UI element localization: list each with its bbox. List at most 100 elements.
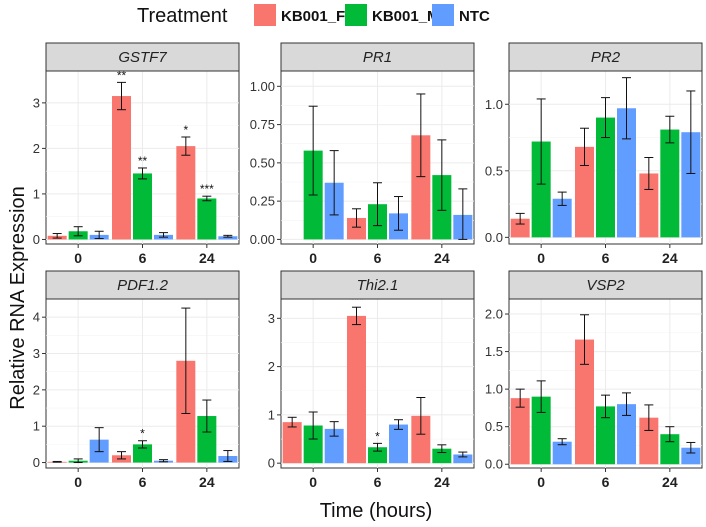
bar-ntc-0h bbox=[552, 198, 572, 238]
bar-kb001-m-0h bbox=[303, 425, 323, 464]
x-tick-label: 6 bbox=[374, 474, 382, 490]
bar-kb001-f-24h bbox=[411, 415, 431, 464]
panel-vsp2: 0.0 0.5 1.0 1.5 2.0 0 6 24 VSP2 bbox=[485, 270, 703, 490]
y-tick-label: 2 bbox=[33, 141, 40, 156]
panel-title: VSP2 bbox=[586, 277, 625, 294]
y-tick-label: 4 bbox=[33, 310, 40, 325]
y-tick-label: 3 bbox=[268, 311, 275, 326]
bar-kb001-m-0h bbox=[531, 141, 551, 238]
bar-kb001-m-24h bbox=[660, 129, 680, 238]
y-tick-label: 1.0 bbox=[485, 382, 503, 397]
x-tick-label: 0 bbox=[309, 250, 317, 266]
panel-title: PDF1.2 bbox=[117, 277, 169, 294]
panel-title: PR1 bbox=[363, 49, 392, 66]
x-tick-label: 6 bbox=[139, 250, 147, 266]
bar-kb001-f-6h bbox=[347, 217, 366, 240]
x-tick-label: 0 bbox=[74, 474, 82, 490]
x-tick-label: 24 bbox=[434, 250, 450, 266]
y-tick-label: 0.5 bbox=[485, 163, 503, 178]
x-tick-label: 24 bbox=[199, 474, 215, 490]
y-tick-label: 0.25 bbox=[250, 194, 275, 209]
y-tick-label: 2.0 bbox=[485, 307, 503, 322]
y-tick-label: 1.5 bbox=[485, 344, 503, 359]
x-tick-label: 0 bbox=[537, 250, 545, 266]
legend-title: Treatment bbox=[137, 5, 228, 27]
bar-ntc-24h bbox=[681, 447, 701, 465]
bar-kb001-f-24h bbox=[411, 135, 431, 240]
bar-kb001-f-24h bbox=[639, 173, 659, 238]
bar-ntc-0h bbox=[324, 428, 344, 464]
bar-kb001-f-6h bbox=[575, 339, 594, 465]
panel-title: GSTF7 bbox=[118, 49, 167, 66]
x-tick-label: 6 bbox=[139, 474, 147, 490]
panel-pr1: 0.00 0.25 0.50 0.75 1.00 0 6 24 PR1 bbox=[250, 42, 475, 266]
panel-strip bbox=[280, 270, 475, 300]
y-tick-label: 3 bbox=[33, 346, 40, 361]
bar-ntc-6h bbox=[617, 404, 636, 465]
y-tick-label: 2 bbox=[268, 359, 275, 374]
legend-label-kb001-m: KB001_M bbox=[372, 8, 440, 25]
x-tick-label: 6 bbox=[602, 250, 610, 266]
y-tick-label: 1 bbox=[268, 407, 275, 422]
legend: Treatment KB001_F KB001_M NTC bbox=[137, 4, 490, 27]
bar-kb001-f-0h bbox=[510, 398, 530, 465]
panel-pdf1-2: * 0 1 2 3 4 0 6 24 PDF1.2 bbox=[33, 270, 240, 490]
x-tick-label: 24 bbox=[662, 250, 678, 266]
bar-kb001-f-6h bbox=[347, 315, 366, 464]
panel-pr2: 0.0 0.5 1.0 0 6 24 PR2 bbox=[485, 42, 703, 266]
bar-kb001-m-24h bbox=[197, 198, 217, 240]
x-axis-title: Time (hours) bbox=[320, 500, 433, 522]
bar-kb001-f-6h bbox=[575, 146, 594, 238]
y-tick-label: 0 bbox=[33, 455, 40, 470]
x-tick-label: 0 bbox=[74, 250, 82, 266]
y-tick-label: 0.0 bbox=[485, 457, 503, 472]
panel-strip bbox=[280, 42, 475, 72]
bar-ntc-24h bbox=[453, 454, 473, 464]
y-tick-label: 0.0 bbox=[485, 230, 503, 245]
y-tick-label: 1.0 bbox=[485, 97, 503, 112]
significance-label: ** bbox=[117, 68, 127, 82]
x-tick-label: 0 bbox=[309, 474, 317, 490]
bar-kb001-m-6h bbox=[133, 444, 152, 463]
y-tick-label: 1 bbox=[33, 186, 40, 201]
panel-strip bbox=[45, 42, 240, 72]
bar-kb001-m-6h bbox=[368, 447, 387, 464]
x-tick-label: 24 bbox=[434, 474, 450, 490]
y-tick-label: 1 bbox=[33, 419, 40, 434]
panel-title: Thi2.1 bbox=[357, 277, 399, 294]
y-tick-label: 3 bbox=[33, 95, 40, 110]
x-tick-label: 0 bbox=[537, 474, 545, 490]
panel-strip bbox=[508, 42, 703, 72]
panel-strip bbox=[45, 270, 240, 300]
bar-ntc-6h bbox=[617, 108, 636, 238]
y-tick-label: 0.00 bbox=[250, 232, 275, 247]
x-tick-label: 24 bbox=[662, 474, 678, 490]
bar-kb001-f-6h bbox=[112, 96, 131, 240]
bar-ntc-6h bbox=[389, 424, 408, 464]
bar-kb001-m-6h bbox=[133, 173, 152, 240]
bar-kb001-m-6h bbox=[596, 406, 615, 465]
y-tick-label: 0.50 bbox=[250, 155, 275, 170]
legend-label-kb001-f: KB001_F bbox=[281, 8, 345, 25]
x-tick-label: 6 bbox=[374, 250, 382, 266]
bar-kb001-f-0h bbox=[510, 218, 530, 238]
bar-kb001-f-24h bbox=[176, 146, 196, 240]
x-tick-label: 6 bbox=[602, 474, 610, 490]
legend-label-ntc: NTC bbox=[459, 8, 490, 25]
bar-ntc-24h bbox=[681, 132, 701, 238]
panel-title: PR2 bbox=[591, 49, 621, 66]
y-tick-label: 1.00 bbox=[250, 79, 275, 94]
bar-kb001-m-24h bbox=[660, 434, 680, 465]
significance-label: ** bbox=[138, 154, 148, 168]
y-tick-label: 2 bbox=[33, 382, 40, 397]
y-tick-label: 0.5 bbox=[485, 419, 503, 434]
y-axis-title: Relative RNA Expression bbox=[7, 186, 29, 409]
bar-kb001-m-24h bbox=[432, 448, 452, 464]
legend-swatch-ntc bbox=[432, 4, 454, 26]
bar-ntc-0h bbox=[552, 441, 572, 465]
y-tick-label: 0.75 bbox=[250, 117, 275, 132]
bar-ntc-24h bbox=[218, 236, 238, 240]
